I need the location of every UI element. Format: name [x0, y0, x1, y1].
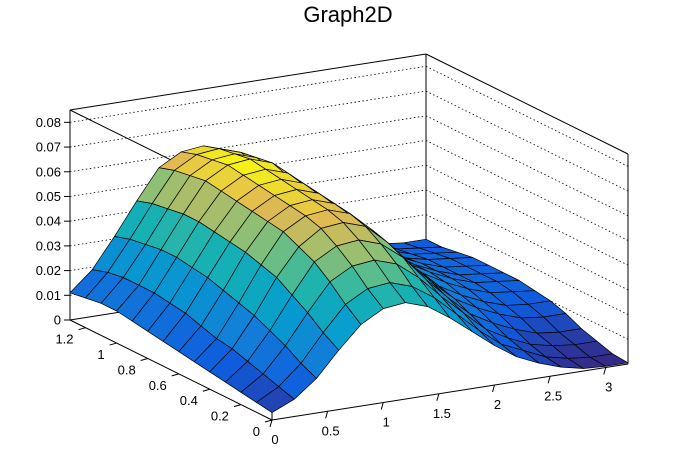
grid-line-side [425, 90, 629, 192]
y-tick [140, 357, 148, 361]
grid-line-back [69, 90, 427, 148]
right-top-edge [425, 53, 629, 155]
surface-mesh [69, 145, 629, 413]
x-axis-line [271, 363, 629, 421]
x-tick [492, 384, 495, 393]
x-tick [269, 419, 273, 428]
z-tick-label: 0 [54, 313, 61, 328]
y-tick-label: 1 [97, 347, 104, 362]
x-tick-label: 2 [494, 397, 501, 412]
y-tick-label: 0.6 [149, 378, 167, 393]
x-tick-label: 1.5 [433, 406, 451, 421]
z-tick-label: 0.04 [36, 214, 61, 229]
z-tick-label: 0.01 [36, 288, 61, 303]
x-tick-label: 2.5 [544, 388, 562, 403]
grid-line-side [425, 65, 629, 167]
y-tick [171, 373, 179, 377]
y-tick-label: 0.2 [211, 409, 229, 424]
grid-line-side [425, 115, 629, 217]
x-tick [325, 411, 329, 419]
grid-line-side [425, 214, 629, 315]
y-tick [109, 342, 117, 346]
y-tick [202, 388, 210, 392]
z-tick-label: 0.03 [36, 238, 61, 253]
front-frame [69, 319, 629, 421]
grid-line-side [425, 189, 629, 291]
grid-line-side [425, 164, 629, 266]
y-axis-line [69, 319, 273, 421]
y-tick [78, 327, 86, 331]
x-tick-label: 3 [605, 380, 612, 395]
y-tick-label: 0 [253, 424, 260, 439]
back-top-edge [69, 53, 427, 111]
y-tick-label: 0.8 [118, 362, 136, 377]
surface-cell [589, 353, 629, 367]
grid-line-back [69, 115, 427, 173]
grid-line-back [69, 65, 427, 123]
z-tick-label: 0.08 [36, 115, 61, 130]
chart-title: Graph2D [303, 2, 392, 27]
z-tick-label: 0.06 [36, 164, 61, 179]
x-tick [436, 393, 440, 401]
y-tick-label: 0.4 [180, 393, 198, 408]
grid-line-side [425, 140, 629, 241]
y-tick-label: 1.2 [55, 332, 73, 347]
axes: 0 0.01 0.02 0.03 0.04 0.05 0.06 0.07 0.08 0 0.5 1 1.… [36, 110, 612, 447]
x-tick-label: 0.5 [322, 423, 340, 438]
y-tick [233, 404, 242, 408]
x-tick-label: 0 [271, 432, 278, 447]
x-tick-label: 1 [383, 415, 390, 430]
z-tick-label: 0.07 [36, 140, 61, 155]
x-tick [380, 402, 384, 410]
y-tick [264, 419, 273, 423]
x-tick [547, 376, 551, 384]
z-tick-label: 0.02 [36, 263, 61, 278]
z-tick-label: 0.05 [36, 189, 61, 204]
x-tick [603, 367, 607, 375]
